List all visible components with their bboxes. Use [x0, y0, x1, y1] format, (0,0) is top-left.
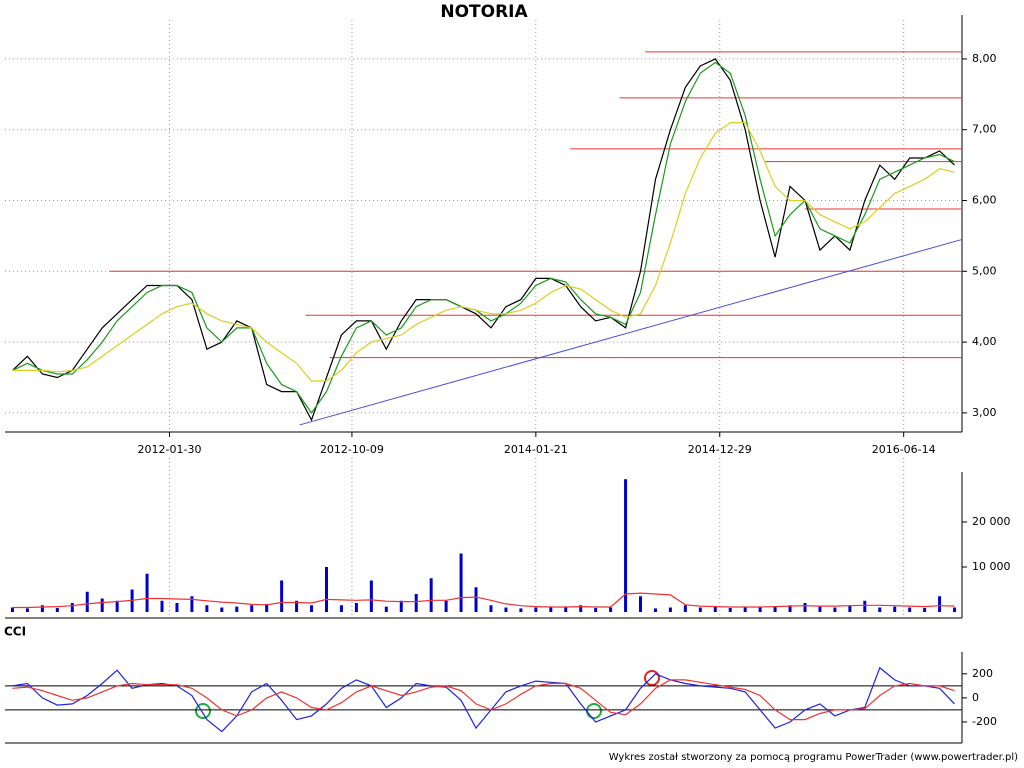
volume-bar: [10, 607, 14, 612]
volume-bar: [713, 606, 717, 612]
volume-bar: [833, 607, 837, 612]
volume-bar: [235, 606, 239, 612]
volume-bar: [923, 607, 927, 612]
volume-bar: [639, 596, 643, 612]
volume-bar: [953, 607, 957, 612]
series-line: [12, 592, 955, 609]
volume-bar: [564, 607, 568, 612]
signal-circle: [586, 703, 602, 719]
volume-bar: [728, 607, 732, 612]
volume-bar: [25, 608, 29, 612]
volume-bar: [459, 553, 463, 612]
volume-bar: [354, 603, 358, 612]
series-line: [12, 61, 955, 414]
chart-title: NOTORIA: [440, 2, 528, 22]
volume-bar: [773, 606, 777, 612]
volume-bar: [519, 608, 523, 612]
y-tick-label: 8,00: [972, 52, 997, 65]
volume-bar: [220, 607, 224, 612]
volume-bar: [594, 607, 598, 612]
y-tick-label: 6,00: [972, 194, 997, 207]
x-tick-label: 2016-06-14: [872, 443, 936, 456]
y-tick-label: 20 000: [972, 515, 1011, 528]
y-tick-label: 3,00: [972, 406, 997, 419]
volume-bar: [893, 606, 897, 612]
signal-circle: [644, 670, 660, 686]
volume-bar: [85, 591, 89, 612]
volume-bar: [474, 587, 478, 612]
volume-bar: [653, 608, 657, 612]
volume-bar: [938, 596, 942, 612]
volume-bar: [668, 607, 672, 612]
volume-bar: [205, 605, 209, 612]
volume-bar: [788, 605, 792, 612]
volume-bar: [55, 607, 59, 612]
volume-bar: [803, 603, 807, 612]
x-tick-label: 2014-01-21: [504, 443, 568, 456]
volume-bar: [624, 479, 628, 612]
panel-title: CCI: [4, 625, 26, 639]
volume-bar: [384, 606, 388, 612]
volume-bar: [369, 580, 373, 612]
volume-bar: [190, 596, 194, 612]
volume-bar: [878, 607, 882, 612]
y-tick-label: 0: [972, 691, 979, 704]
volume-bar: [160, 600, 164, 612]
volume-bar: [848, 605, 852, 612]
volume-bar: [534, 607, 538, 612]
x-tick-label: 2012-01-30: [138, 443, 202, 456]
volume-bar: [310, 605, 314, 612]
x-tick-label: 2014-12-29: [688, 443, 752, 456]
series-line: [12, 121, 955, 382]
volume-bar: [414, 594, 418, 612]
volume-bar: [100, 598, 104, 612]
volume-bar: [818, 606, 822, 612]
y-tick-label: 5,00: [972, 264, 997, 277]
volume-bar: [324, 567, 328, 612]
series-line: [12, 679, 955, 721]
volume-bar: [504, 607, 508, 612]
volume-bar: [698, 607, 702, 612]
trend-line: [299, 238, 963, 426]
series-line: [12, 666, 955, 733]
volume-bar: [549, 606, 553, 612]
volume-bar: [280, 580, 284, 612]
volume-bar: [115, 600, 119, 612]
volume-bar: [683, 605, 687, 612]
volume-bar: [40, 605, 44, 612]
x-tick-label: 2012-10-09: [320, 443, 384, 456]
volume-bar: [758, 607, 762, 612]
y-tick-label: 4,00: [972, 335, 997, 348]
volume-bar: [429, 578, 433, 612]
y-tick-label: 7,00: [972, 123, 997, 136]
y-tick-label: 200: [972, 667, 993, 680]
volume-bar: [743, 606, 747, 612]
y-tick-label: 10 000: [972, 560, 1011, 573]
volume-bar: [295, 600, 299, 612]
volume-bar: [250, 605, 254, 612]
volume-bar: [489, 605, 493, 612]
volume-bar: [444, 600, 448, 612]
volume-bar: [609, 607, 613, 612]
footer: Wykres został stworzony za pomocą progra…: [609, 752, 1018, 763]
signal-circle: [195, 703, 211, 719]
volume-bar: [908, 607, 912, 612]
y-tick-label: -200: [972, 715, 997, 728]
volume-bar: [145, 573, 149, 612]
series-line: [12, 58, 955, 422]
volume-bar: [863, 600, 867, 612]
volume-bar: [175, 603, 179, 612]
volume-bar: [579, 605, 583, 612]
volume-bar: [399, 600, 403, 612]
volume-bar: [339, 605, 343, 612]
volume-bar: [265, 603, 269, 612]
volume-bar: [70, 603, 74, 612]
